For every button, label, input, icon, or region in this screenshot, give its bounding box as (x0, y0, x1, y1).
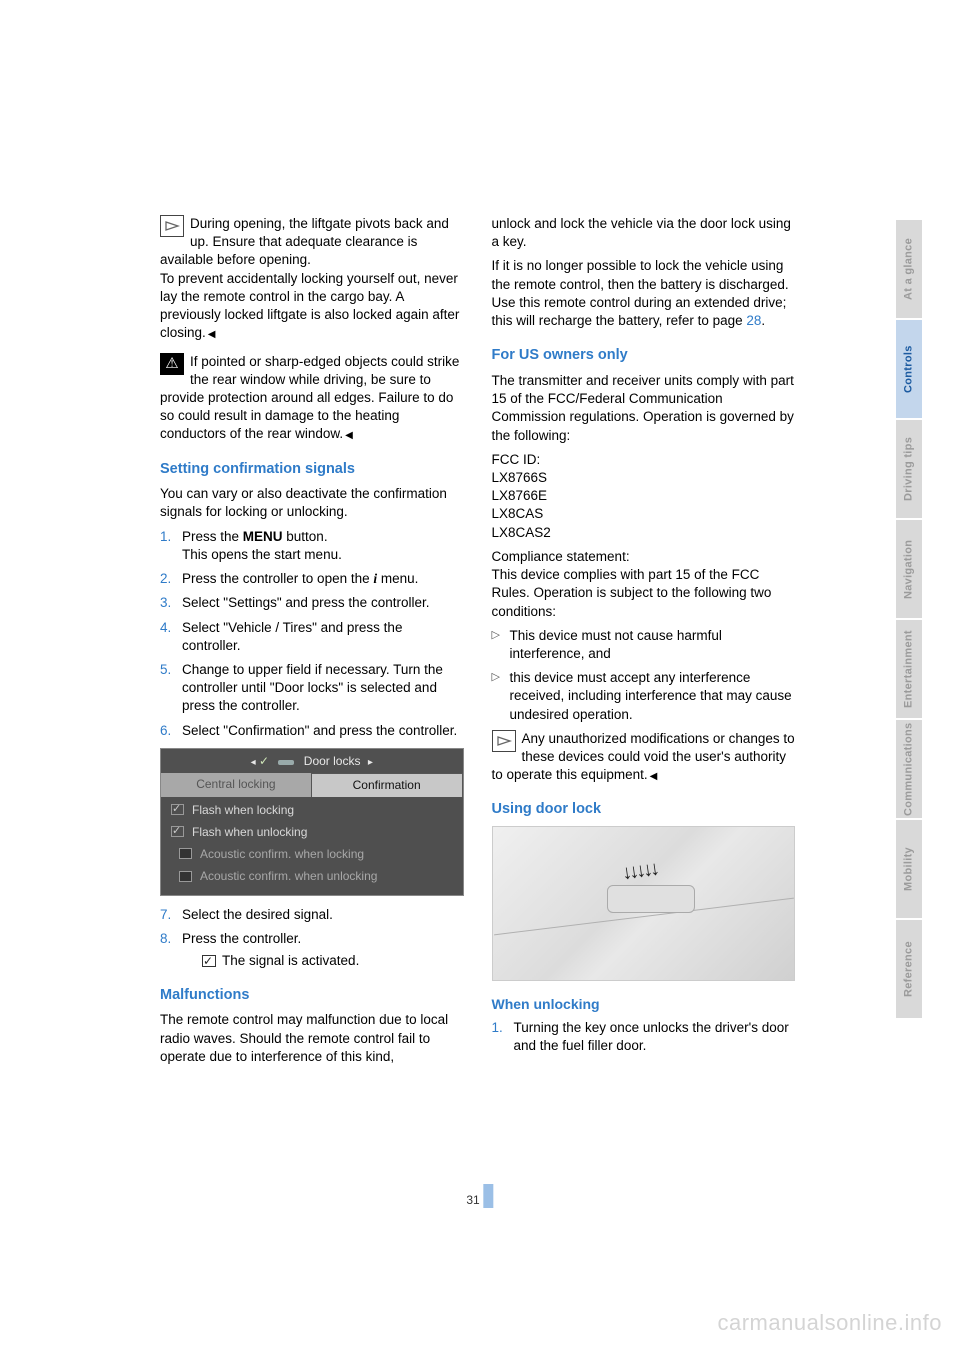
tab-entertainment[interactable]: Entertainment (896, 618, 922, 718)
tab-driving-tips[interactable]: Driving tips (896, 418, 922, 518)
note-text-b: To prevent accidentally locking yourself… (160, 270, 464, 343)
setting-steps-list: 1. Press the MENU button. This opens the… (160, 528, 464, 740)
tab-navigation[interactable]: Navigation (896, 518, 922, 618)
step-2: 2. Press the controller to open the i me… (160, 570, 464, 588)
rear-window-warning: ⚠ If pointed or sharp-edged objects coul… (160, 353, 464, 444)
step-3: 3. Select "Settings" and press the contr… (160, 594, 464, 612)
row-flash-locking[interactable]: Flash when locking (161, 799, 463, 821)
tab-mobility[interactable]: Mobility (896, 818, 922, 918)
step-5: 5. Change to upper field if necessary. T… (160, 661, 464, 716)
page-content: During opening, the liftgate pivots back… (160, 215, 795, 1072)
note-icon (160, 215, 184, 237)
idrive-screenshot: ◂ ✓ Door locks ▸ Central locking Confirm… (160, 748, 464, 896)
row-flash-unlocking[interactable]: Flash when unlocking (161, 821, 463, 843)
warning-text: If pointed or sharp-edged objects could … (160, 354, 459, 442)
note-text: During opening, the liftgate pivots back… (160, 216, 449, 267)
tab-central-locking[interactable]: Central locking (161, 773, 311, 796)
liftgate-note: During opening, the liftgate pivots back… (160, 215, 464, 343)
row-acoustic-locking[interactable]: Acoustic confirm. when locking (161, 843, 463, 865)
page-link-28[interactable]: 28 (746, 313, 761, 328)
tab-communications[interactable]: Communications (896, 718, 922, 818)
tab-at-a-glance[interactable]: At a glance (896, 218, 922, 318)
fcc-id-label: FCC ID: (492, 451, 796, 469)
battery-text: If it is no longer possible to lock the … (492, 257, 796, 330)
watermark: carmanualsonline.info (717, 1308, 942, 1338)
setting-signals-heading: Setting confirmation signals (160, 460, 464, 480)
malfunctions-heading: Malfunctions (160, 986, 464, 1006)
section-tabs: At a glance Controls Driving tips Naviga… (896, 218, 922, 1018)
checked-icon (202, 955, 216, 967)
door-handle-icon (607, 885, 695, 913)
door-arrows-icon: ↓↓↓↓↓ (620, 855, 658, 887)
row-acoustic-unlocking[interactable]: Acoustic confirm. when unlocking (161, 865, 463, 887)
unlock-step-1: 1. Turning the key once unlocks the driv… (492, 1019, 796, 1055)
right-column: unlock and lock the vehicle via the door… (492, 215, 796, 1072)
malfunctions-text: The remote control may malfunction due t… (160, 1011, 464, 1066)
note-icon (492, 730, 516, 752)
step-1: 1. Press the MENU button. This opens the… (160, 528, 464, 564)
modification-text: Any unauthorized modifications or change… (492, 731, 795, 782)
idrive-breadcrumb: ◂ ✓ Door locks ▸ (161, 749, 463, 774)
compliance-text: This device complies with part 15 of the… (492, 566, 796, 621)
idrive-tabs: Central locking Confirmation (161, 773, 463, 796)
compliance-bullets: ▷This device must not cause harmful inte… (492, 627, 796, 724)
step-7: 7. Select the desired signal. (160, 906, 464, 924)
fcc-id-3: LX8CAS (492, 505, 796, 523)
page-number: 31 (466, 1184, 493, 1208)
compliance-label: Compliance statement: (492, 548, 796, 566)
fcc-id-2: LX8766E (492, 487, 796, 505)
us-owners-heading: For US owners only (492, 346, 796, 366)
tab-reference[interactable]: Reference (896, 918, 922, 1018)
using-door-lock-heading: Using door lock (492, 800, 796, 820)
fcc-id-4: LX8CAS2 (492, 524, 796, 542)
warning-icon: ⚠ (160, 353, 184, 375)
tab-confirmation[interactable]: Confirmation (311, 773, 463, 796)
step-8: 8. Press the controller. The signal is a… (160, 930, 464, 969)
bullet-1: ▷This device must not cause harmful inte… (492, 627, 796, 663)
step-6: 6. Select "Confirmation" and press the c… (160, 722, 464, 740)
when-unlocking-heading: When unlocking (492, 995, 796, 1014)
unlocking-steps: 1. Turning the key once unlocks the driv… (492, 1019, 796, 1055)
modification-note: Any unauthorized modifications or change… (492, 730, 796, 785)
tab-controls[interactable]: Controls (896, 318, 922, 418)
bullet-2: ▷this device must accept any interferenc… (492, 669, 796, 724)
us-owners-intro: The transmitter and receiver units compl… (492, 372, 796, 445)
setting-signals-intro: You can vary or also deactivate the conf… (160, 485, 464, 521)
fcc-id-1: LX8766S (492, 469, 796, 487)
setting-steps-list-2: 7. Select the desired signal. 8. Press t… (160, 906, 464, 970)
door-lock-figure: ↓↓↓↓↓ (492, 826, 796, 981)
idrive-body: Flash when locking Flash when unlocking … (161, 797, 463, 896)
left-column: During opening, the liftgate pivots back… (160, 215, 464, 1072)
door-key-text: unlock and lock the vehicle via the door… (492, 215, 796, 251)
step-4: 4. Select "Vehicle / Tires" and press th… (160, 619, 464, 655)
